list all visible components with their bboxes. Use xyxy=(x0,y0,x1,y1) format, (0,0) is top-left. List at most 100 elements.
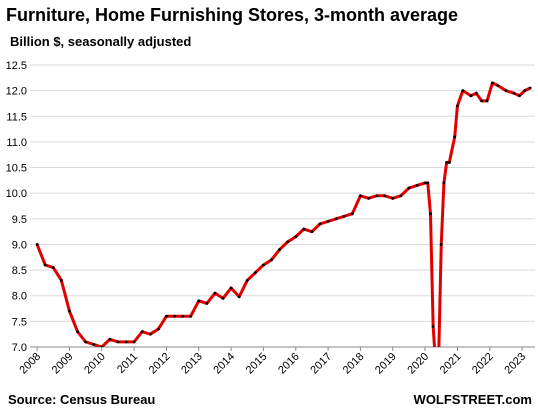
y-tick-label: 11.5 xyxy=(6,111,27,123)
point xyxy=(431,325,435,328)
x-tick-label: 2018 xyxy=(341,351,367,377)
point xyxy=(391,196,395,200)
point xyxy=(100,345,104,347)
x-tick-label: 2009 xyxy=(50,351,76,377)
point xyxy=(480,99,484,103)
y-tick-label: 10.5 xyxy=(6,163,27,175)
point xyxy=(92,343,96,346)
point xyxy=(43,263,47,267)
x-tick-label: 2016 xyxy=(276,351,302,377)
point xyxy=(59,278,63,282)
point xyxy=(367,196,370,200)
plot-area xyxy=(35,81,532,364)
y-tick-label: 7.5 xyxy=(12,316,27,328)
point xyxy=(442,181,446,185)
point xyxy=(213,291,217,295)
point xyxy=(108,337,112,341)
point xyxy=(237,295,241,299)
chart-subtitle: Billion $, seasonally adjusted xyxy=(10,34,191,49)
point xyxy=(423,181,427,185)
y-tick-label: 9.0 xyxy=(12,239,27,251)
point xyxy=(447,161,451,164)
point xyxy=(140,330,144,334)
point xyxy=(294,235,298,239)
point xyxy=(456,104,459,108)
point xyxy=(310,230,314,234)
point xyxy=(439,243,443,246)
point xyxy=(359,194,362,198)
point xyxy=(437,361,440,364)
point xyxy=(116,340,120,344)
y-tick-label: 12.0 xyxy=(6,86,27,98)
x-tick-label: 2023 xyxy=(502,351,528,377)
point xyxy=(407,186,411,190)
x-tick-label: 2015 xyxy=(244,351,270,377)
x-tick-label: 2012 xyxy=(147,351,173,377)
point xyxy=(148,332,152,336)
point xyxy=(76,330,79,334)
point xyxy=(491,81,494,85)
point xyxy=(132,340,136,344)
point xyxy=(124,340,128,344)
chart-title: Furniture, Home Furnishing Stores, 3-mon… xyxy=(6,5,458,25)
point xyxy=(453,135,457,139)
point xyxy=(426,181,430,185)
point xyxy=(517,94,521,98)
watermark: WOLFSTREET.com xyxy=(414,392,532,407)
y-tick-label: 12.5 xyxy=(6,60,27,72)
point xyxy=(189,314,193,318)
point xyxy=(375,194,378,198)
point xyxy=(253,271,257,275)
source: Source: Census Bureau xyxy=(8,392,155,407)
point xyxy=(51,266,55,269)
point xyxy=(383,194,387,198)
point xyxy=(445,161,449,164)
y-tick-label: 8.0 xyxy=(12,291,27,303)
point xyxy=(350,212,354,216)
y-tick-label: 7.0 xyxy=(12,342,27,354)
point xyxy=(221,296,225,300)
x-tick-label: 2021 xyxy=(438,351,464,377)
point xyxy=(262,263,265,267)
point xyxy=(461,89,465,93)
point xyxy=(528,86,532,90)
point xyxy=(173,314,176,318)
point xyxy=(181,314,184,318)
x-tick-label: 2020 xyxy=(405,351,431,377)
point xyxy=(318,222,322,226)
point xyxy=(84,340,88,344)
point xyxy=(278,248,281,251)
point xyxy=(156,327,160,331)
x-tick-label: 2011 xyxy=(115,351,140,376)
point xyxy=(229,286,233,290)
point xyxy=(504,89,508,93)
point xyxy=(205,302,209,305)
point xyxy=(197,299,201,303)
point xyxy=(270,258,273,262)
y-tick-label: 9.5 xyxy=(12,214,27,226)
point xyxy=(469,94,473,98)
point xyxy=(429,212,432,216)
point xyxy=(68,309,71,313)
x-tick-label: 2014 xyxy=(211,351,237,377)
point xyxy=(334,217,338,221)
point xyxy=(496,84,500,87)
point xyxy=(415,184,419,187)
point xyxy=(523,89,527,93)
point xyxy=(399,194,403,198)
y-tick-label: 11.0 xyxy=(6,137,27,149)
x-tick-label: 2017 xyxy=(308,351,334,377)
point xyxy=(326,219,330,223)
x-tick-label: 2022 xyxy=(470,351,496,377)
point xyxy=(485,99,489,103)
point xyxy=(512,91,516,95)
point xyxy=(35,243,39,246)
x-tick-label: 2013 xyxy=(179,351,205,377)
point xyxy=(474,91,478,95)
point xyxy=(342,214,346,218)
y-tick-label: 8.5 xyxy=(12,265,27,277)
line xyxy=(35,81,531,347)
x-tick-label: 2010 xyxy=(82,351,108,377)
point xyxy=(165,314,168,318)
